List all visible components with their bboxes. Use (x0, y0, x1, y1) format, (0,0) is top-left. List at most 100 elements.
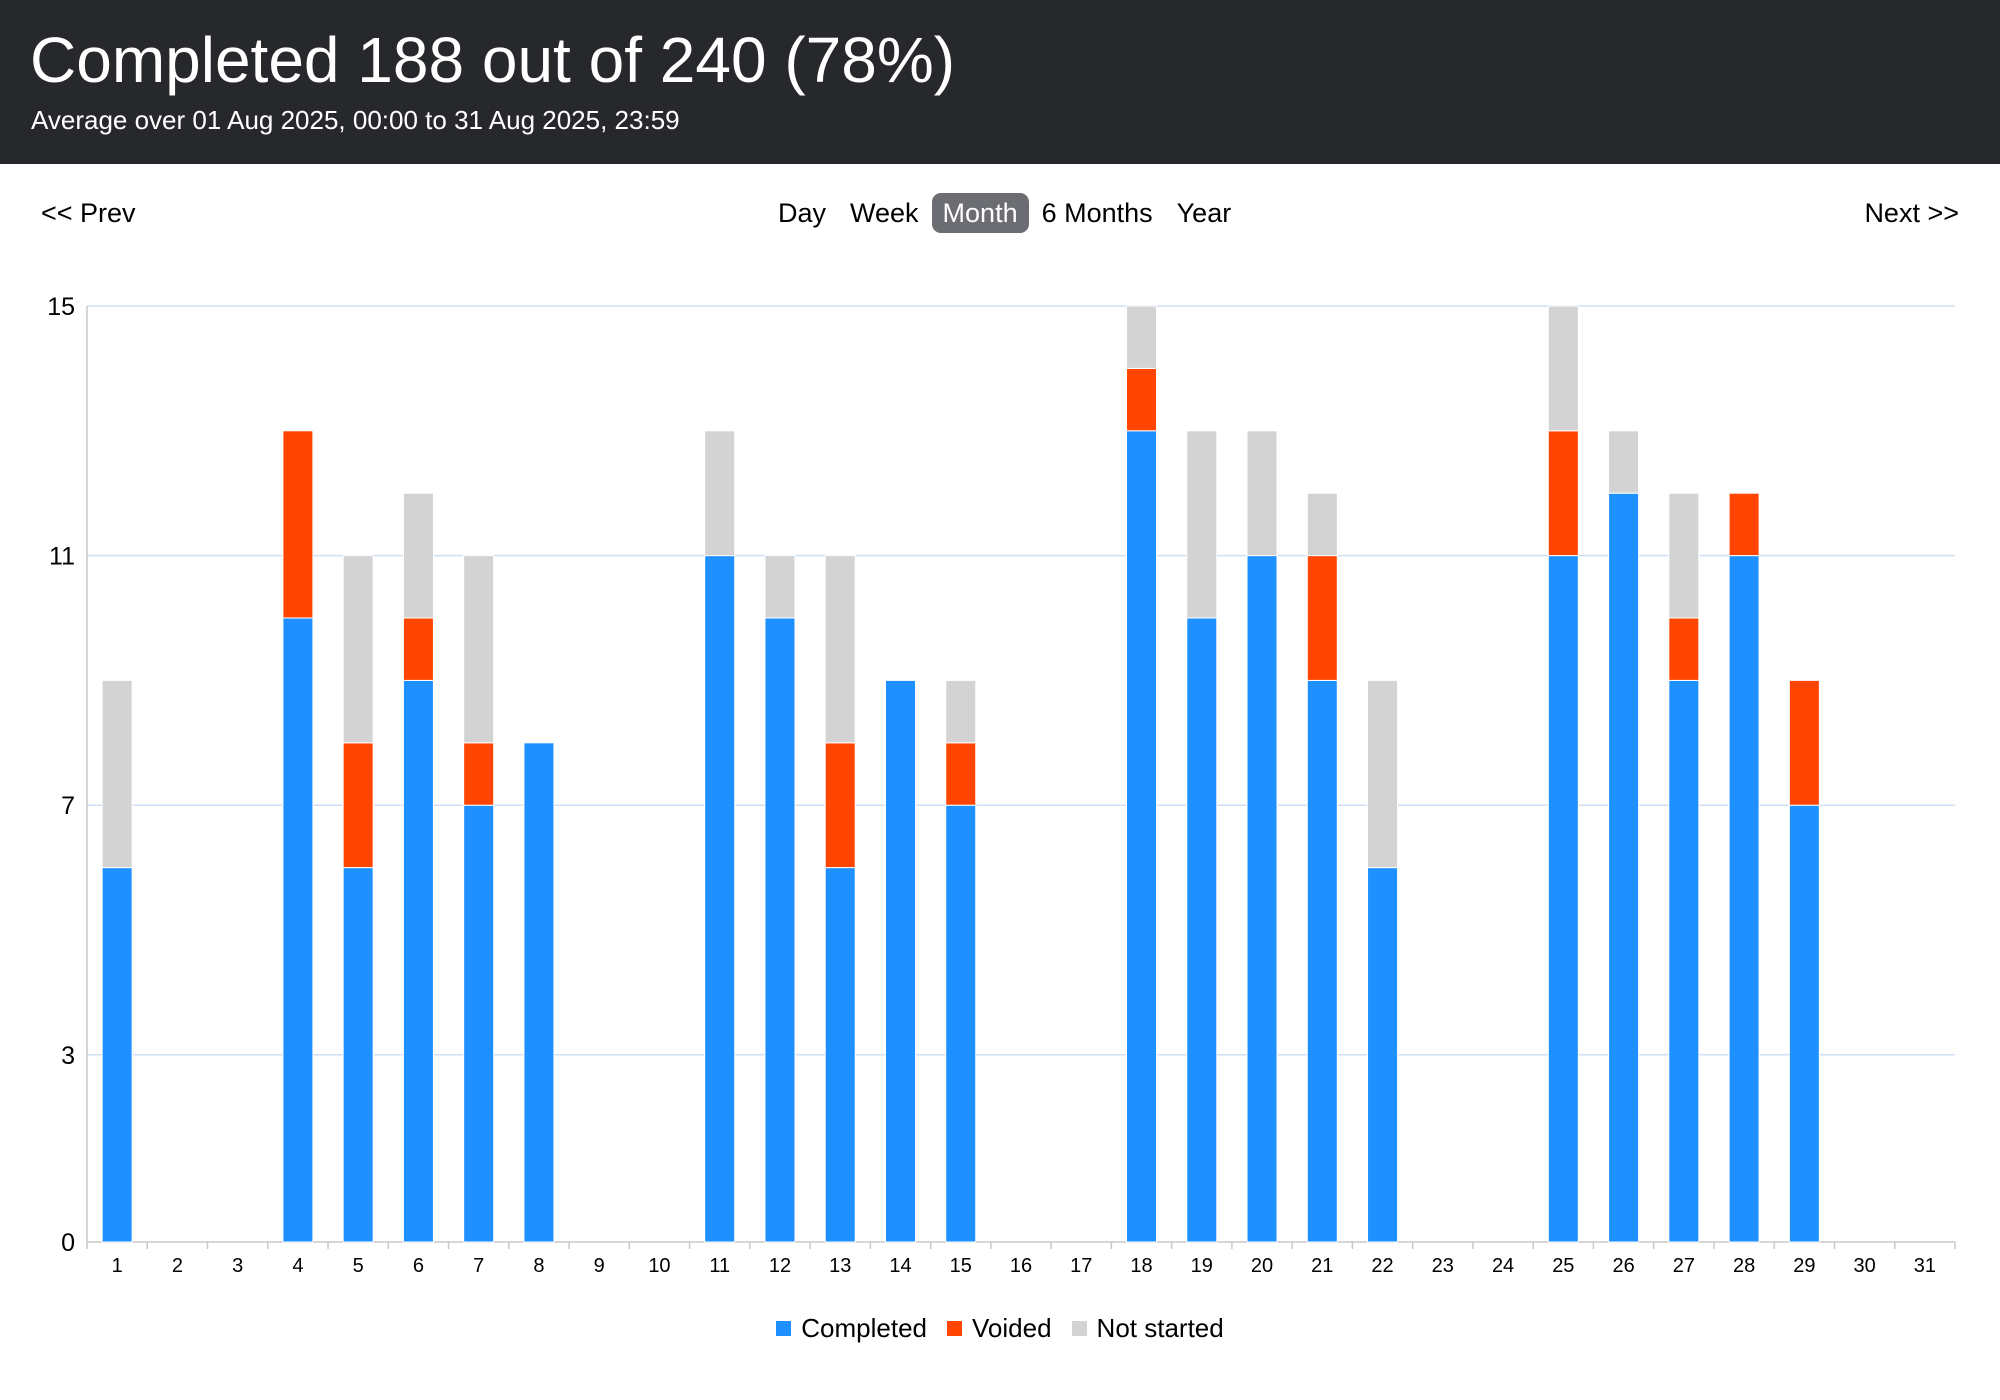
bar-segment-not-started (1306, 492, 1338, 557)
page-subtitle: Average over 01 Aug 2025, 00:00 to 31 Au… (31, 105, 680, 135)
legend-item-voided[interactable]: Voided (947, 1312, 1052, 1344)
bar-segment-not-started (824, 555, 856, 744)
tab-month[interactable]: Month (931, 193, 1029, 233)
bar-segment-completed (282, 617, 314, 1243)
bar-segment-completed (884, 679, 916, 1243)
x-tick-label: 17 (1070, 1255, 1092, 1277)
bar-segment-not-started (1547, 305, 1579, 432)
bar-segment-voided (1126, 367, 1158, 432)
x-tick-label: 18 (1130, 1255, 1152, 1277)
bar-segment-completed (1126, 430, 1158, 1243)
bar-segment-completed (1668, 679, 1700, 1243)
bar-segment-voided (1306, 555, 1338, 681)
bar-segment-completed (824, 867, 856, 1243)
header-bar: Completed 188 out of 240 (78%) Average o… (0, 0, 2000, 164)
y-tick-label: 11 (49, 543, 75, 571)
x-tick-label: 13 (829, 1255, 851, 1277)
legend-label-completed: Completed (801, 1313, 928, 1343)
x-tick-label: 4 (292, 1255, 303, 1277)
bar-segment-voided (945, 742, 977, 806)
bar-segment-completed (1788, 804, 1820, 1243)
bar-segment-not-started (1367, 679, 1399, 869)
bar-segment-not-started (342, 555, 374, 744)
bar-segment-not-started (101, 679, 133, 869)
x-tick-label: 19 (1191, 1255, 1213, 1277)
tab-week[interactable]: Week (850, 198, 919, 228)
legend-label-voided: Voided (972, 1313, 1052, 1343)
bar-segment-completed (342, 867, 374, 1243)
x-tick-label: 29 (1793, 1255, 1815, 1277)
legend: Completed Voided Not started (0, 1312, 2000, 1344)
legend-item-completed[interactable]: Completed (776, 1312, 927, 1344)
x-tick-label: 23 (1432, 1255, 1454, 1277)
x-tick-label: 14 (889, 1255, 911, 1277)
y-tick-label: 3 (61, 1042, 75, 1070)
prev-button[interactable]: << Prev (41, 198, 136, 228)
bar-segment-not-started (704, 430, 736, 557)
x-tick-label: 25 (1552, 1255, 1574, 1277)
bar-segment-voided (463, 742, 495, 806)
bar-segment-voided (1668, 617, 1700, 681)
bar-segment-completed (704, 555, 736, 1243)
bar-segment-completed (101, 867, 133, 1243)
x-tick-label: 11 (709, 1255, 730, 1277)
x-tick-label: 9 (594, 1255, 605, 1277)
x-tick-label: 30 (1853, 1255, 1875, 1277)
x-tick-label: 5 (353, 1255, 364, 1277)
x-tick-label: 3 (232, 1255, 243, 1277)
tab-day[interactable]: Day (778, 198, 827, 228)
x-tick-label: 26 (1612, 1255, 1634, 1277)
x-tick-label: 10 (648, 1255, 670, 1277)
bar-segment-not-started (402, 492, 434, 619)
bar-segment-not-started (1126, 305, 1158, 369)
x-tick-label: 20 (1251, 1255, 1273, 1277)
bar-segment-completed (764, 617, 796, 1243)
x-tick-label: 12 (769, 1255, 791, 1277)
legend-swatch-not-started (1071, 1320, 1087, 1336)
legend-swatch-voided (947, 1320, 963, 1336)
tab-year[interactable]: Year (1176, 198, 1232, 228)
bar-segment-completed (1246, 555, 1278, 1243)
bar-segment-completed (1608, 492, 1640, 1243)
x-tick-label: 28 (1733, 1255, 1755, 1277)
bar-segment-not-started (463, 555, 495, 744)
bar-segment-voided (1547, 430, 1579, 557)
x-tick-label: 6 (413, 1255, 424, 1277)
page-title: Completed 188 out of 240 (78%) (30, 24, 956, 96)
bar-segment-completed (1186, 617, 1218, 1243)
range-tabs: Day Week Month 6 Months Year (767, 193, 1244, 233)
x-tick-label: 24 (1492, 1255, 1514, 1277)
bar-segment-voided (1788, 679, 1820, 806)
bar-segment-completed (1306, 679, 1338, 1243)
tab-6-months[interactable]: 6 Months (1041, 198, 1153, 228)
bar-segment-completed (1728, 555, 1760, 1243)
x-tick-label: 8 (533, 1255, 544, 1277)
bar-segment-completed (1547, 555, 1579, 1243)
bar-segment-completed (463, 804, 495, 1243)
x-tick-label: 2 (172, 1255, 183, 1277)
x-tick-label: 27 (1673, 1255, 1695, 1277)
x-tick-label: 1 (112, 1255, 123, 1277)
bar-segment-voided (282, 430, 314, 619)
bar-segment-voided (824, 742, 856, 869)
bar-segment-completed (523, 742, 555, 1243)
bar-segment-not-started (945, 679, 977, 744)
bar-segment-not-started (1668, 492, 1700, 619)
bar-segment-voided (342, 742, 374, 869)
bar-segment-completed (402, 679, 434, 1243)
bar-segment-voided (402, 617, 434, 681)
bar-segment-completed (1367, 867, 1399, 1243)
x-tick-label: 7 (473, 1255, 484, 1277)
legend-item-not-started[interactable]: Not started (1071, 1312, 1224, 1344)
bar-segment-not-started (1246, 430, 1278, 557)
bar-segment-not-started (764, 555, 796, 619)
next-button[interactable]: Next >> (1864, 198, 1959, 228)
bar-segment-voided (1728, 492, 1760, 557)
x-tick-label: 15 (950, 1255, 972, 1277)
y-tick-label: 15 (47, 293, 75, 321)
bar-segment-completed (945, 804, 977, 1243)
y-tick-label: 0 (61, 1229, 75, 1257)
y-tick-label: 7 (61, 792, 75, 820)
bar-segment-not-started (1608, 430, 1640, 494)
x-tick-label: 16 (1010, 1255, 1032, 1277)
